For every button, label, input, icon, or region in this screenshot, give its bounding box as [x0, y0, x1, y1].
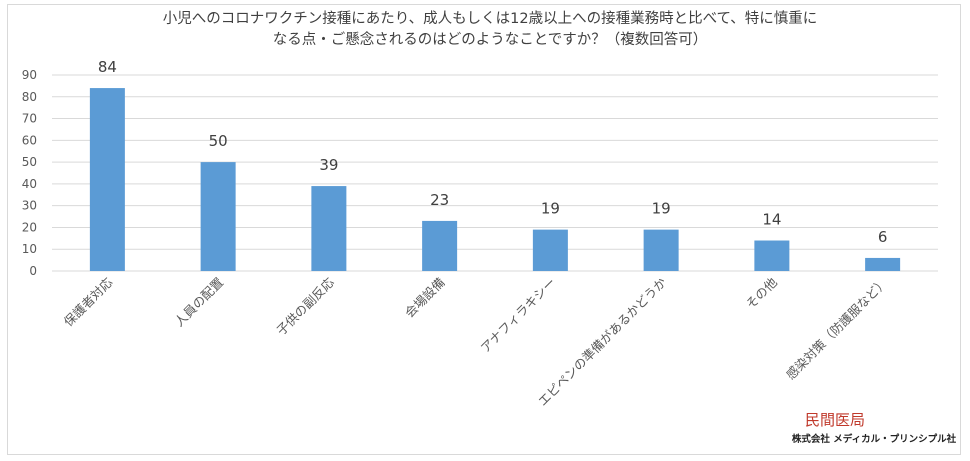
data-label: 39 [319, 156, 338, 174]
chart-title: 小児へのコロナワクチン接種にあたり、成人もしくは12歳以上への接種業務時と比べて… [163, 10, 818, 48]
y-tick-label: 60 [22, 133, 37, 147]
data-label: 19 [541, 200, 560, 218]
y-tick-label: 20 [22, 220, 37, 234]
category-label: その他 [743, 274, 780, 311]
company-name: 株式会社 メディカル・プリンシプル社 [792, 433, 957, 445]
y-tick-label: 90 [22, 68, 37, 82]
data-label: 50 [209, 132, 228, 150]
data-label: 19 [652, 200, 671, 218]
logo-text: 民間医局 [805, 411, 865, 429]
bars [89, 88, 901, 271]
bar [865, 257, 901, 271]
chart-title-line: なる点・ご懸念されるのはどのようなことですか？（複数回答可） [273, 30, 708, 48]
category-label: アナフィラキシー [478, 275, 559, 356]
y-tick-label: 70 [22, 112, 37, 126]
y-tick-label: 50 [22, 155, 37, 169]
data-label: 84 [98, 58, 117, 76]
category-label: 会場設備 [402, 275, 448, 321]
chart-title-line: 小児へのコロナワクチン接種にあたり、成人もしくは12歳以上への接種業務時と比べて… [163, 10, 818, 27]
data-label: 23 [430, 191, 449, 209]
category-label: 人員の配置 [171, 275, 226, 330]
y-tick-label: 10 [22, 242, 37, 256]
data-label: 14 [762, 211, 781, 229]
category-labels: 保護者対応 人員の配置 子供の副反応 会場設備 アナフィラキシーエピペンの準備があるかど… [61, 274, 891, 409]
publisher-logo: 民間医局 株式会社 メディカル・プリンシプル社 [792, 411, 957, 445]
y-tick-label: 40 [22, 177, 37, 191]
category-label: 保護者対応 [61, 274, 116, 329]
category-label: 子供の副反応 [273, 274, 337, 338]
data-labels: 84 50 39 23 19 19 14 6 [98, 58, 888, 246]
category-label: エピペンの準備があるかどうか [535, 274, 670, 409]
bar [754, 240, 790, 271]
y-tick-label: 30 [22, 199, 37, 213]
bar [89, 88, 125, 271]
y-axis-ticks: 0 10 20 30 40 50 60 70 80 90 [22, 68, 37, 278]
chart-frame [7, 4, 961, 455]
bar [311, 186, 347, 271]
bar [200, 162, 236, 271]
bar [532, 229, 568, 271]
bar [422, 220, 458, 271]
category-label: 感染対策（防護服など） [783, 275, 891, 383]
y-tick-label: 0 [29, 264, 37, 278]
gridlines [52, 74, 938, 272]
data-label: 6 [878, 228, 888, 246]
y-tick-label: 80 [22, 90, 37, 104]
bar [643, 229, 679, 271]
